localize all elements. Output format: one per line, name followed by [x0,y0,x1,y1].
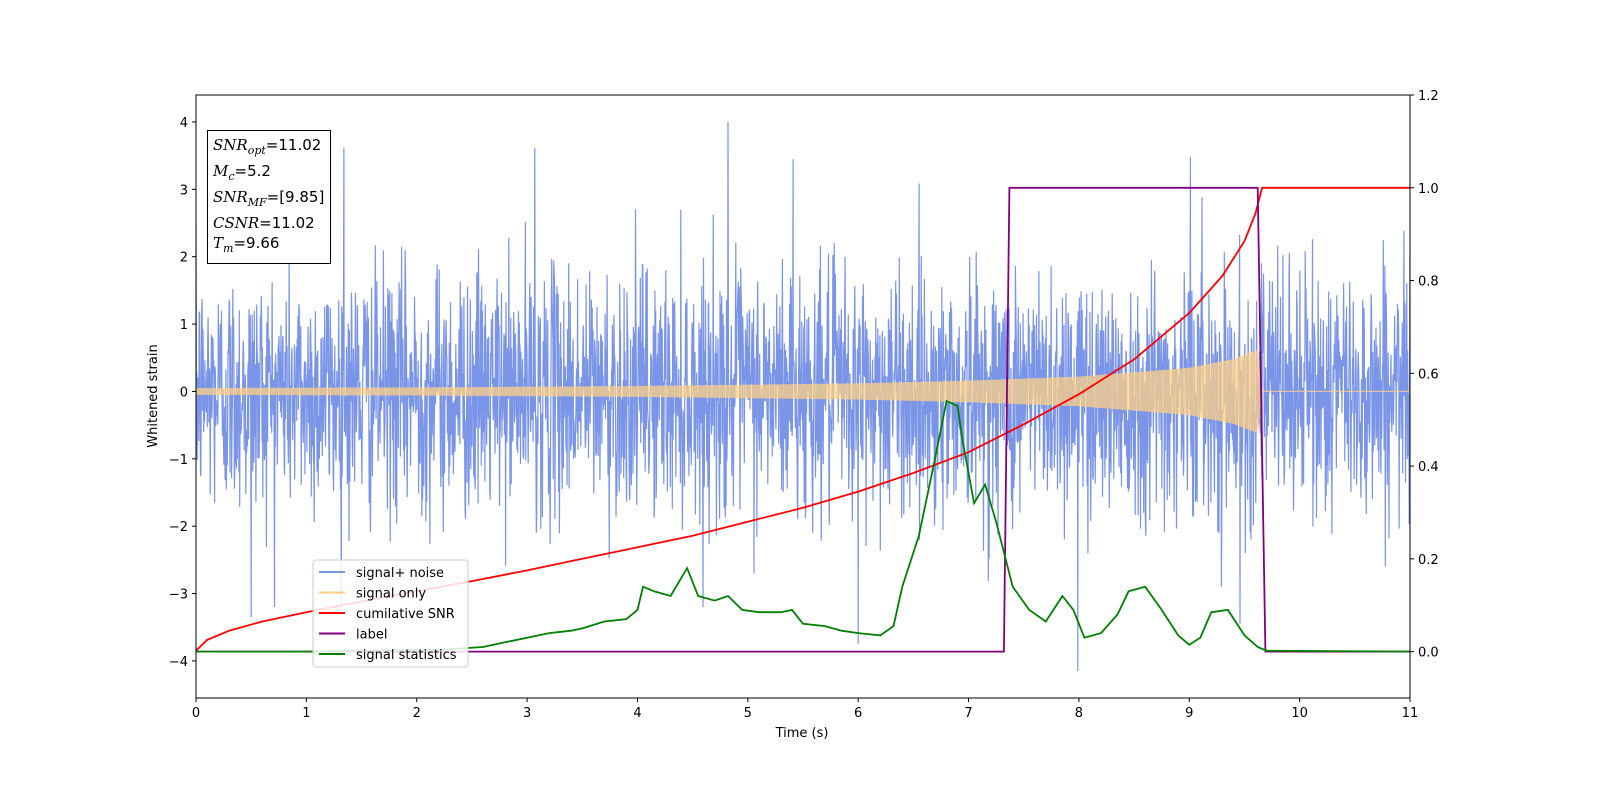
x-tick-label: 10 [1291,706,1308,721]
y-tick-label: −3 [169,588,188,603]
legend-entry: cumilative SNR [356,607,455,622]
info-line-csnr: CSNR=11.02 [213,214,315,232]
y-tick-label: −4 [169,655,188,670]
legend-box [312,559,469,668]
y2-tick-label: 0.0 [1418,646,1439,661]
y-axis-left: 4 3 2 1 0 −1 −2 −3 −4 [169,116,196,670]
y2-tick-label: 0.8 [1418,275,1439,290]
x-tick-label: 11 [1402,706,1419,721]
series-signal-statistics [196,399,1410,653]
series-signal-only [196,350,1410,434]
info-line-tm: Tm=9.66 [213,234,280,255]
x-axis-label: Time (s) [775,726,829,741]
y-axis-label: Whitened strain [146,344,161,447]
info-line-snr-opt: SNRopt=11.02 [213,136,322,157]
legend-entry: signal statistics [356,648,457,663]
legend-entry: signal+ noise [356,566,444,581]
info-line-snr-mf: SNRMF=[9.85] [213,188,325,209]
y-tick-label: 2 [180,251,188,266]
y-tick-label: 4 [180,116,188,131]
x-tick-label: 9 [1185,706,1193,721]
snr-info-box: SNRopt=11.02 Mc=5.2 SNRMF=[9.85] CSNR=11… [207,130,332,264]
y-axis-right: 1.2 1.0 0.8 0.6 0.4 0.2 0.0 [1410,89,1439,661]
x-tick-label: 6 [854,706,862,721]
y-tick-label: 3 [180,183,188,198]
x-tick-label: 8 [1075,706,1083,721]
y2-tick-label: 1.2 [1418,89,1439,104]
y-tick-label: 0 [180,385,188,400]
y2-tick-label: 0.4 [1418,460,1439,475]
y-tick-label: −1 [169,453,188,468]
x-tick-label: 1 [302,706,310,721]
y2-tick-label: 0.6 [1418,367,1439,382]
legend: signal+ noise signal only cumilative SNR la… [312,559,469,668]
x-tick-label: 4 [633,706,641,721]
y2-tick-label: 0.2 [1418,553,1439,568]
x-tick-label: 5 [744,706,752,721]
x-axis: 0 1 2 3 4 5 6 7 8 9 10 11 [192,698,1418,721]
y2-tick-label: 1.0 [1418,182,1439,197]
x-tick-label: 7 [964,706,972,721]
y-tick-label: 1 [180,318,188,333]
legend-entry: signal only [356,587,426,602]
x-tick-label: 3 [523,706,531,721]
info-line-mc: Mc=5.2 [213,162,271,183]
x-tick-label: 2 [413,706,421,721]
x-tick-label: 0 [192,706,200,721]
y-tick-label: −2 [169,520,188,535]
plot-frame [195,94,1411,699]
legend-entry: label [356,628,387,643]
